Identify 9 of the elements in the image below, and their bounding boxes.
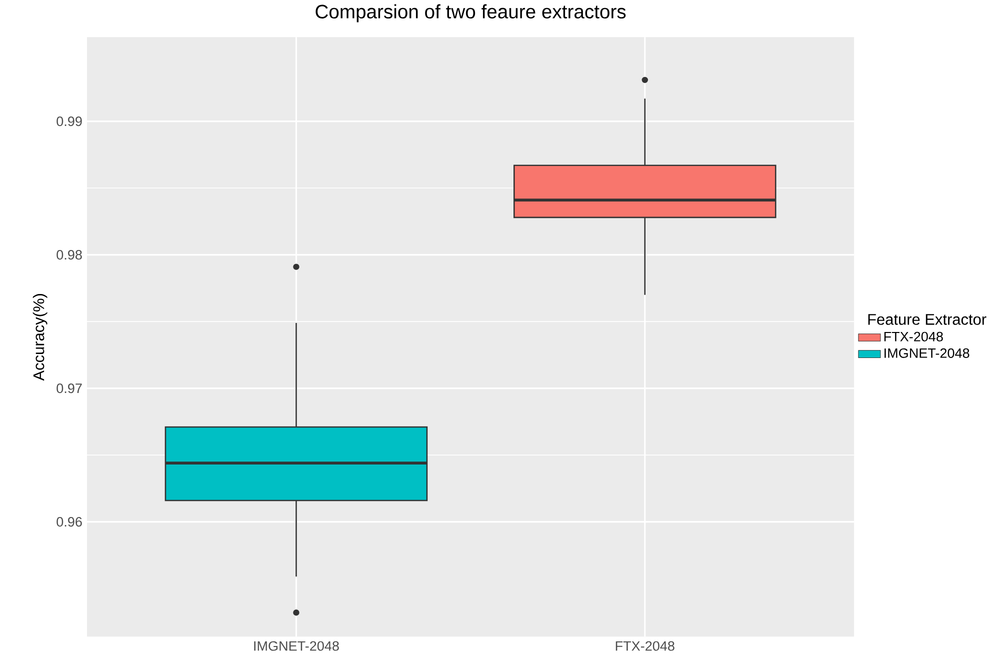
y-tick-label: 0.96 (56, 517, 82, 527)
chart-title: Comparsion of two feaure extractors (316, 4, 626, 23)
y-tick-label: 0.98 (56, 250, 82, 260)
y-tick-label: 0.99 (56, 116, 82, 126)
legend-title: Feature Extractor (868, 314, 986, 326)
legend-label: FTX-2048 (884, 332, 943, 342)
y-tick-label: 0.97 (56, 384, 82, 394)
legend-label: IMGNET-2048 (884, 348, 970, 358)
y-axis-title: Accuracy(%) (32, 294, 48, 381)
